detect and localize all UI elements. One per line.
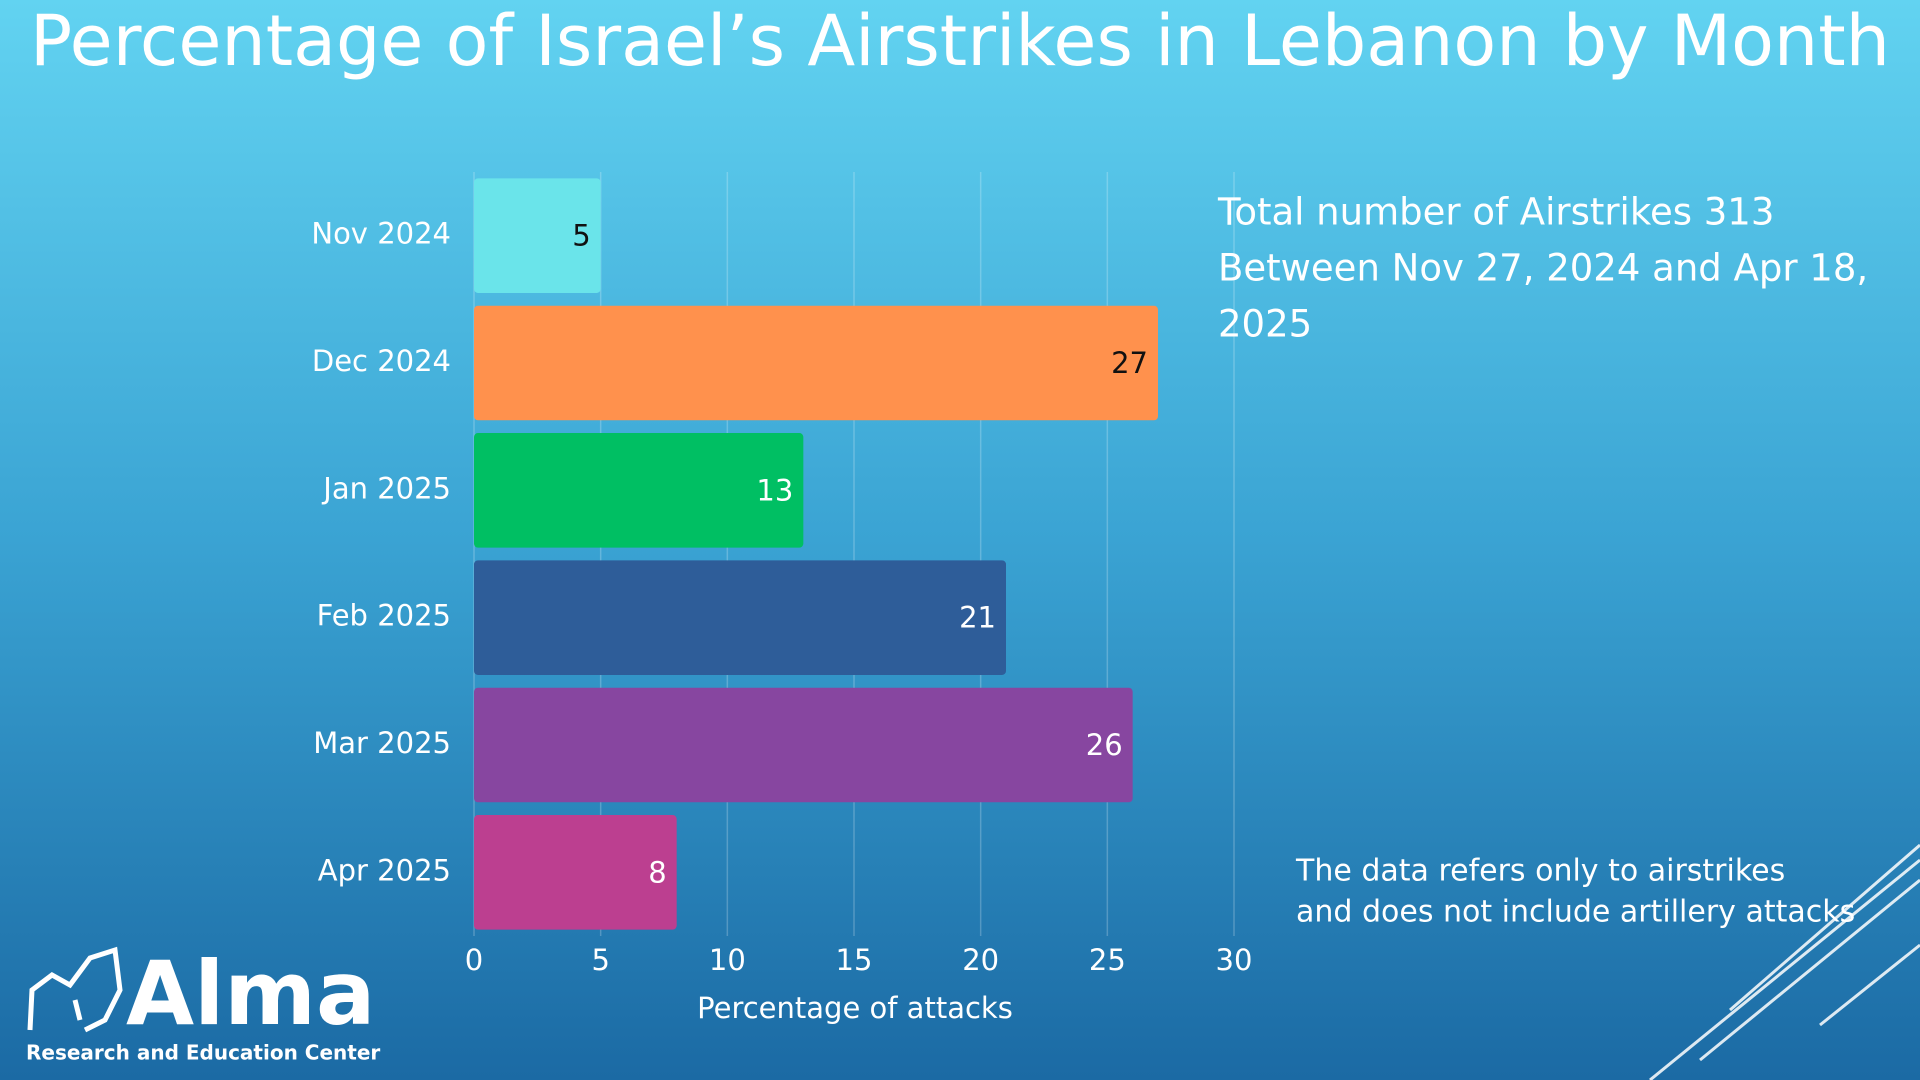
value-label: 21 (959, 601, 996, 635)
decoration (1649, 843, 1920, 1080)
logo: Alma Research and Education Center (26, 942, 380, 1065)
logo-name: Alma (126, 942, 375, 1045)
bar (474, 178, 601, 293)
y-tick-label: Feb 2025 (317, 599, 451, 633)
x-axis-title: Percentage of attacks (697, 991, 1013, 1025)
x-tick-label: 0 (465, 943, 483, 977)
x-tick-label: 10 (709, 943, 746, 977)
bar (474, 560, 1006, 675)
logo-tagline: Research and Education Center (26, 1041, 380, 1065)
chart-title: Percentage of Israel’s Airstrikes in Leb… (30, 0, 1890, 82)
y-tick-label: Mar 2025 (313, 726, 451, 760)
bar (474, 305, 1158, 421)
y-tick-label: Dec 2024 (312, 344, 451, 378)
x-tick-label: 25 (1089, 943, 1126, 977)
annotation: 2025 (1218, 303, 1312, 346)
y-tick-label: Apr 2025 (318, 853, 451, 887)
x-tick-label: 30 (1216, 943, 1253, 977)
y-tick-label: Nov 2024 (311, 217, 451, 251)
value-label: 13 (756, 473, 793, 507)
y-tick-label: Jan 2025 (321, 471, 451, 505)
value-label: 8 (648, 855, 666, 889)
x-tick-label: 20 (962, 943, 999, 977)
x-tick-label: 5 (591, 943, 609, 977)
value-label: 27 (1111, 346, 1148, 380)
bar (474, 687, 1133, 803)
note: and does not include artillery attacks (1296, 895, 1855, 930)
value-label: 26 (1086, 728, 1123, 762)
x-tick-label: 15 (836, 943, 873, 977)
bar (474, 815, 677, 930)
annotation: Between Nov 27, 2024 and Apr 18, (1218, 247, 1868, 290)
value-label: 5 (572, 219, 590, 253)
bar (474, 433, 804, 548)
note: The data refers only to airstrikes (1295, 854, 1785, 889)
annotation: Total number of Airstrikes 313 (1217, 191, 1774, 234)
